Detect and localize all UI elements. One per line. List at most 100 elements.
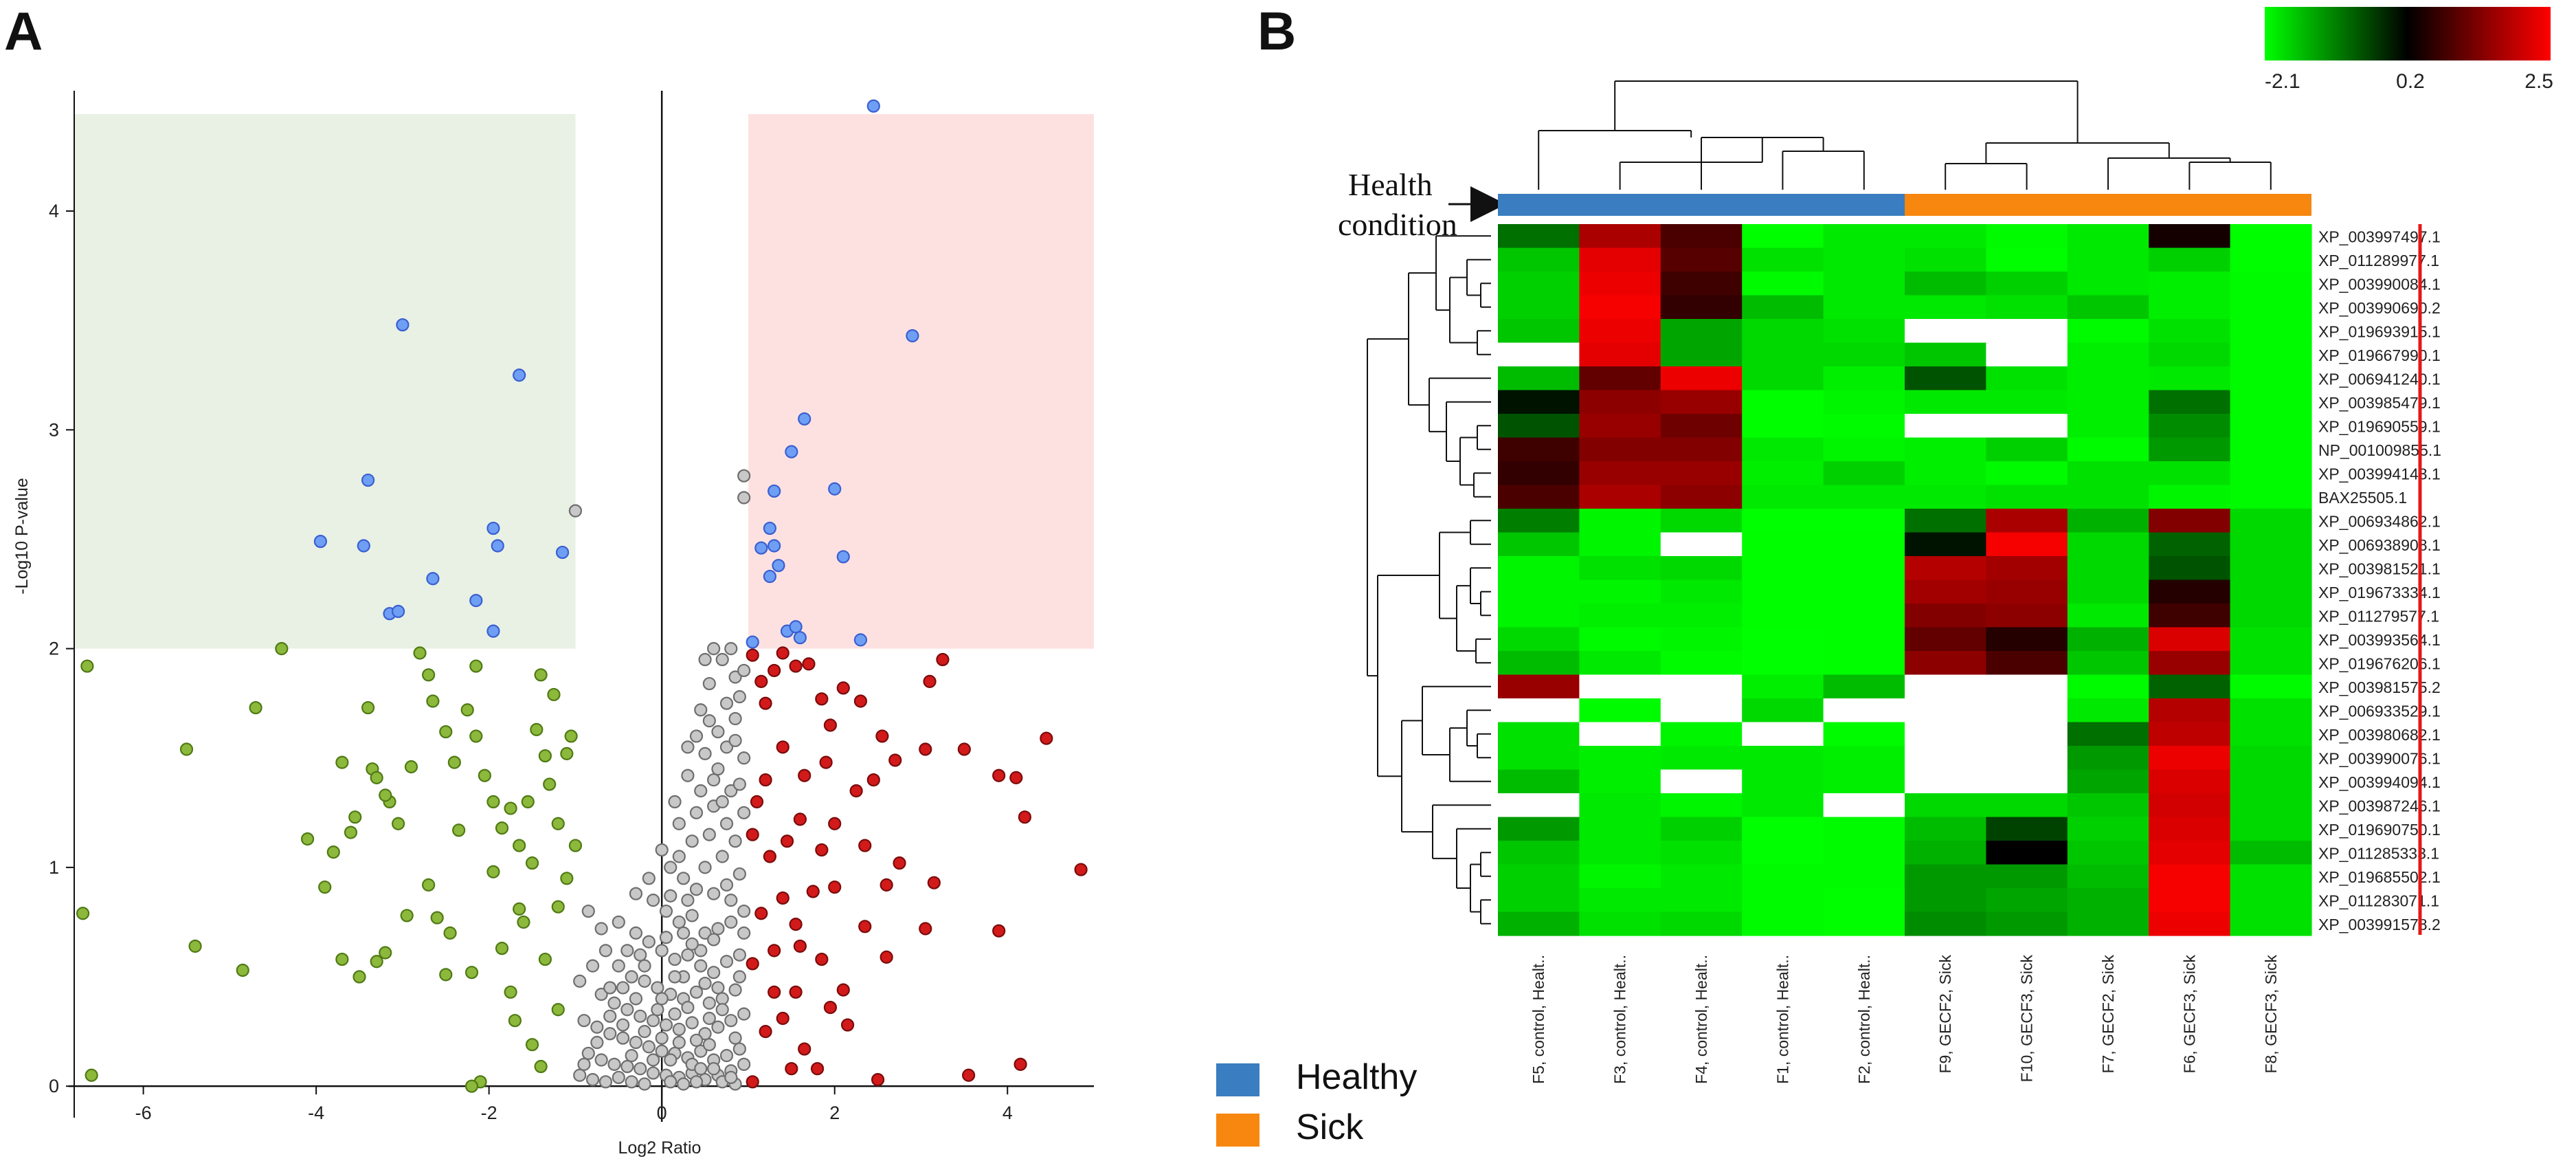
heatmap-cell [1986, 841, 2068, 865]
x-tick-label: 2 [829, 1103, 840, 1123]
heatmap-cell [1986, 674, 2068, 699]
heatmap-cell [2067, 509, 2149, 533]
point-not-significant [698, 1027, 712, 1041]
heatmap-cell [1986, 342, 2068, 367]
point-not-significant [616, 1018, 630, 1032]
point-not-significant [664, 861, 677, 874]
heatmap-cell [2230, 414, 2312, 439]
point-not-significant [677, 1077, 691, 1091]
heatmap-cell [1823, 722, 1905, 747]
heatmap-cell [1579, 698, 1661, 723]
point-fold-change-only-down [188, 939, 202, 953]
point-significant-up [763, 569, 776, 584]
point-fold-change-only-up [962, 1068, 976, 1082]
x-tick-label: 0 [657, 1103, 667, 1123]
point-not-significant [681, 948, 695, 962]
point-fold-change-only-down [452, 823, 466, 837]
point-fold-change-only-down [534, 668, 548, 682]
heatmap-cell [2067, 746, 2149, 771]
heatmap-row-label: XP_003990690.2 [2318, 299, 2441, 317]
heatmap-cell [1579, 888, 1661, 913]
point-fold-change-only-down [486, 865, 500, 878]
point-not-significant [629, 992, 643, 1006]
point-significant-up [754, 541, 768, 555]
heatmap-cell [1660, 627, 1743, 652]
point-fold-change-only-down [370, 955, 383, 969]
point-fold-change-only-up [815, 843, 829, 857]
heatmap-cell [2149, 342, 2231, 367]
heatmap-cell [1905, 817, 1986, 841]
heatmap-cell [1742, 509, 1824, 533]
point-fold-change-only-up [754, 674, 768, 688]
heatmap-cell [1905, 769, 1986, 794]
row-dendrogram [1367, 235, 1491, 925]
heatmap-cell [1660, 295, 1743, 320]
point-fold-change-only-down [521, 795, 535, 809]
heatmap-column-label: F5, control, Healt.. [1530, 955, 1547, 1084]
point-fold-change-only-down [275, 642, 289, 656]
point-significant-up [768, 539, 781, 553]
point-fold-change-only-down [352, 970, 366, 984]
heatmap-cell [1986, 295, 2068, 320]
heatmap-cell [2230, 793, 2312, 818]
point-fold-change-only-up [789, 985, 803, 999]
point-not-significant [737, 1007, 751, 1021]
point-not-significant [737, 663, 751, 678]
point-not-significant [655, 992, 669, 1006]
point-fold-change-only-up [759, 1025, 772, 1039]
point-fold-change-only-up [828, 880, 842, 894]
point-not-significant [638, 1077, 651, 1091]
heatmap-cell [1579, 509, 1661, 533]
point-fold-change-only-up [763, 850, 776, 863]
heatmap-cell [1823, 247, 1905, 272]
point-not-significant [655, 1031, 669, 1045]
point-not-significant [711, 762, 725, 776]
x-tick-label: -4 [308, 1103, 324, 1123]
point-not-significant [711, 1020, 725, 1034]
heatmap-cell [1579, 651, 1661, 676]
heatmap-cell [1823, 888, 1905, 913]
point-not-significant [655, 1044, 669, 1058]
heatmap-cell [1579, 224, 1661, 249]
heatmap-cell [1986, 793, 2068, 818]
heatmap-cell [1905, 509, 1986, 533]
heatmap-cells [1498, 224, 2312, 936]
health-condition-label-line1: Health [1348, 167, 1433, 202]
heatmap-cell [2067, 841, 2149, 865]
heatmap-column-label: F2, control, Healt.. [1855, 955, 1873, 1084]
heatmap-column-label: F10, GECF3, Sick [2018, 955, 2036, 1083]
point-fold-change-only-down [326, 845, 340, 859]
heatmap-cell [1579, 911, 1661, 936]
point-not-significant [732, 948, 746, 962]
heatmap-cell [1986, 247, 2068, 272]
point-not-significant [603, 1027, 617, 1041]
heatmap-cell [1986, 579, 2068, 604]
point-not-significant [638, 959, 651, 973]
point-fold-change-only-up [768, 985, 781, 999]
point-fold-change-only-up [759, 696, 772, 710]
point-fold-change-only-down [249, 700, 262, 715]
point-not-significant [737, 904, 751, 918]
point-not-significant [638, 974, 651, 988]
heatmap-cell [1579, 793, 1661, 818]
panel-b-letter: B [1257, 1, 1296, 61]
point-not-significant [594, 1053, 608, 1067]
heatmap-cell [1986, 437, 2068, 462]
heatmap-cell [1498, 342, 1580, 367]
heatmap-cell [2230, 319, 2312, 344]
heatmap-cell [2067, 793, 2149, 818]
heatmap-cell [2149, 532, 2231, 557]
heatmap-cell [2149, 888, 2231, 913]
heatmap-cell [2149, 295, 2231, 320]
point-not-significant [724, 784, 738, 798]
heatmap-cell [2067, 366, 2149, 391]
heatmap-cell [1660, 888, 1743, 913]
point-not-significant [737, 491, 751, 505]
heatmap-cell [1742, 793, 1824, 818]
point-not-significant [603, 1009, 617, 1023]
heatmap-cell [1823, 342, 1905, 367]
heatmap-cell [2230, 224, 2312, 249]
heatmap-cell [1823, 651, 1905, 676]
heatmap-cell [1660, 651, 1743, 676]
heatmap-cell [1905, 295, 1986, 320]
